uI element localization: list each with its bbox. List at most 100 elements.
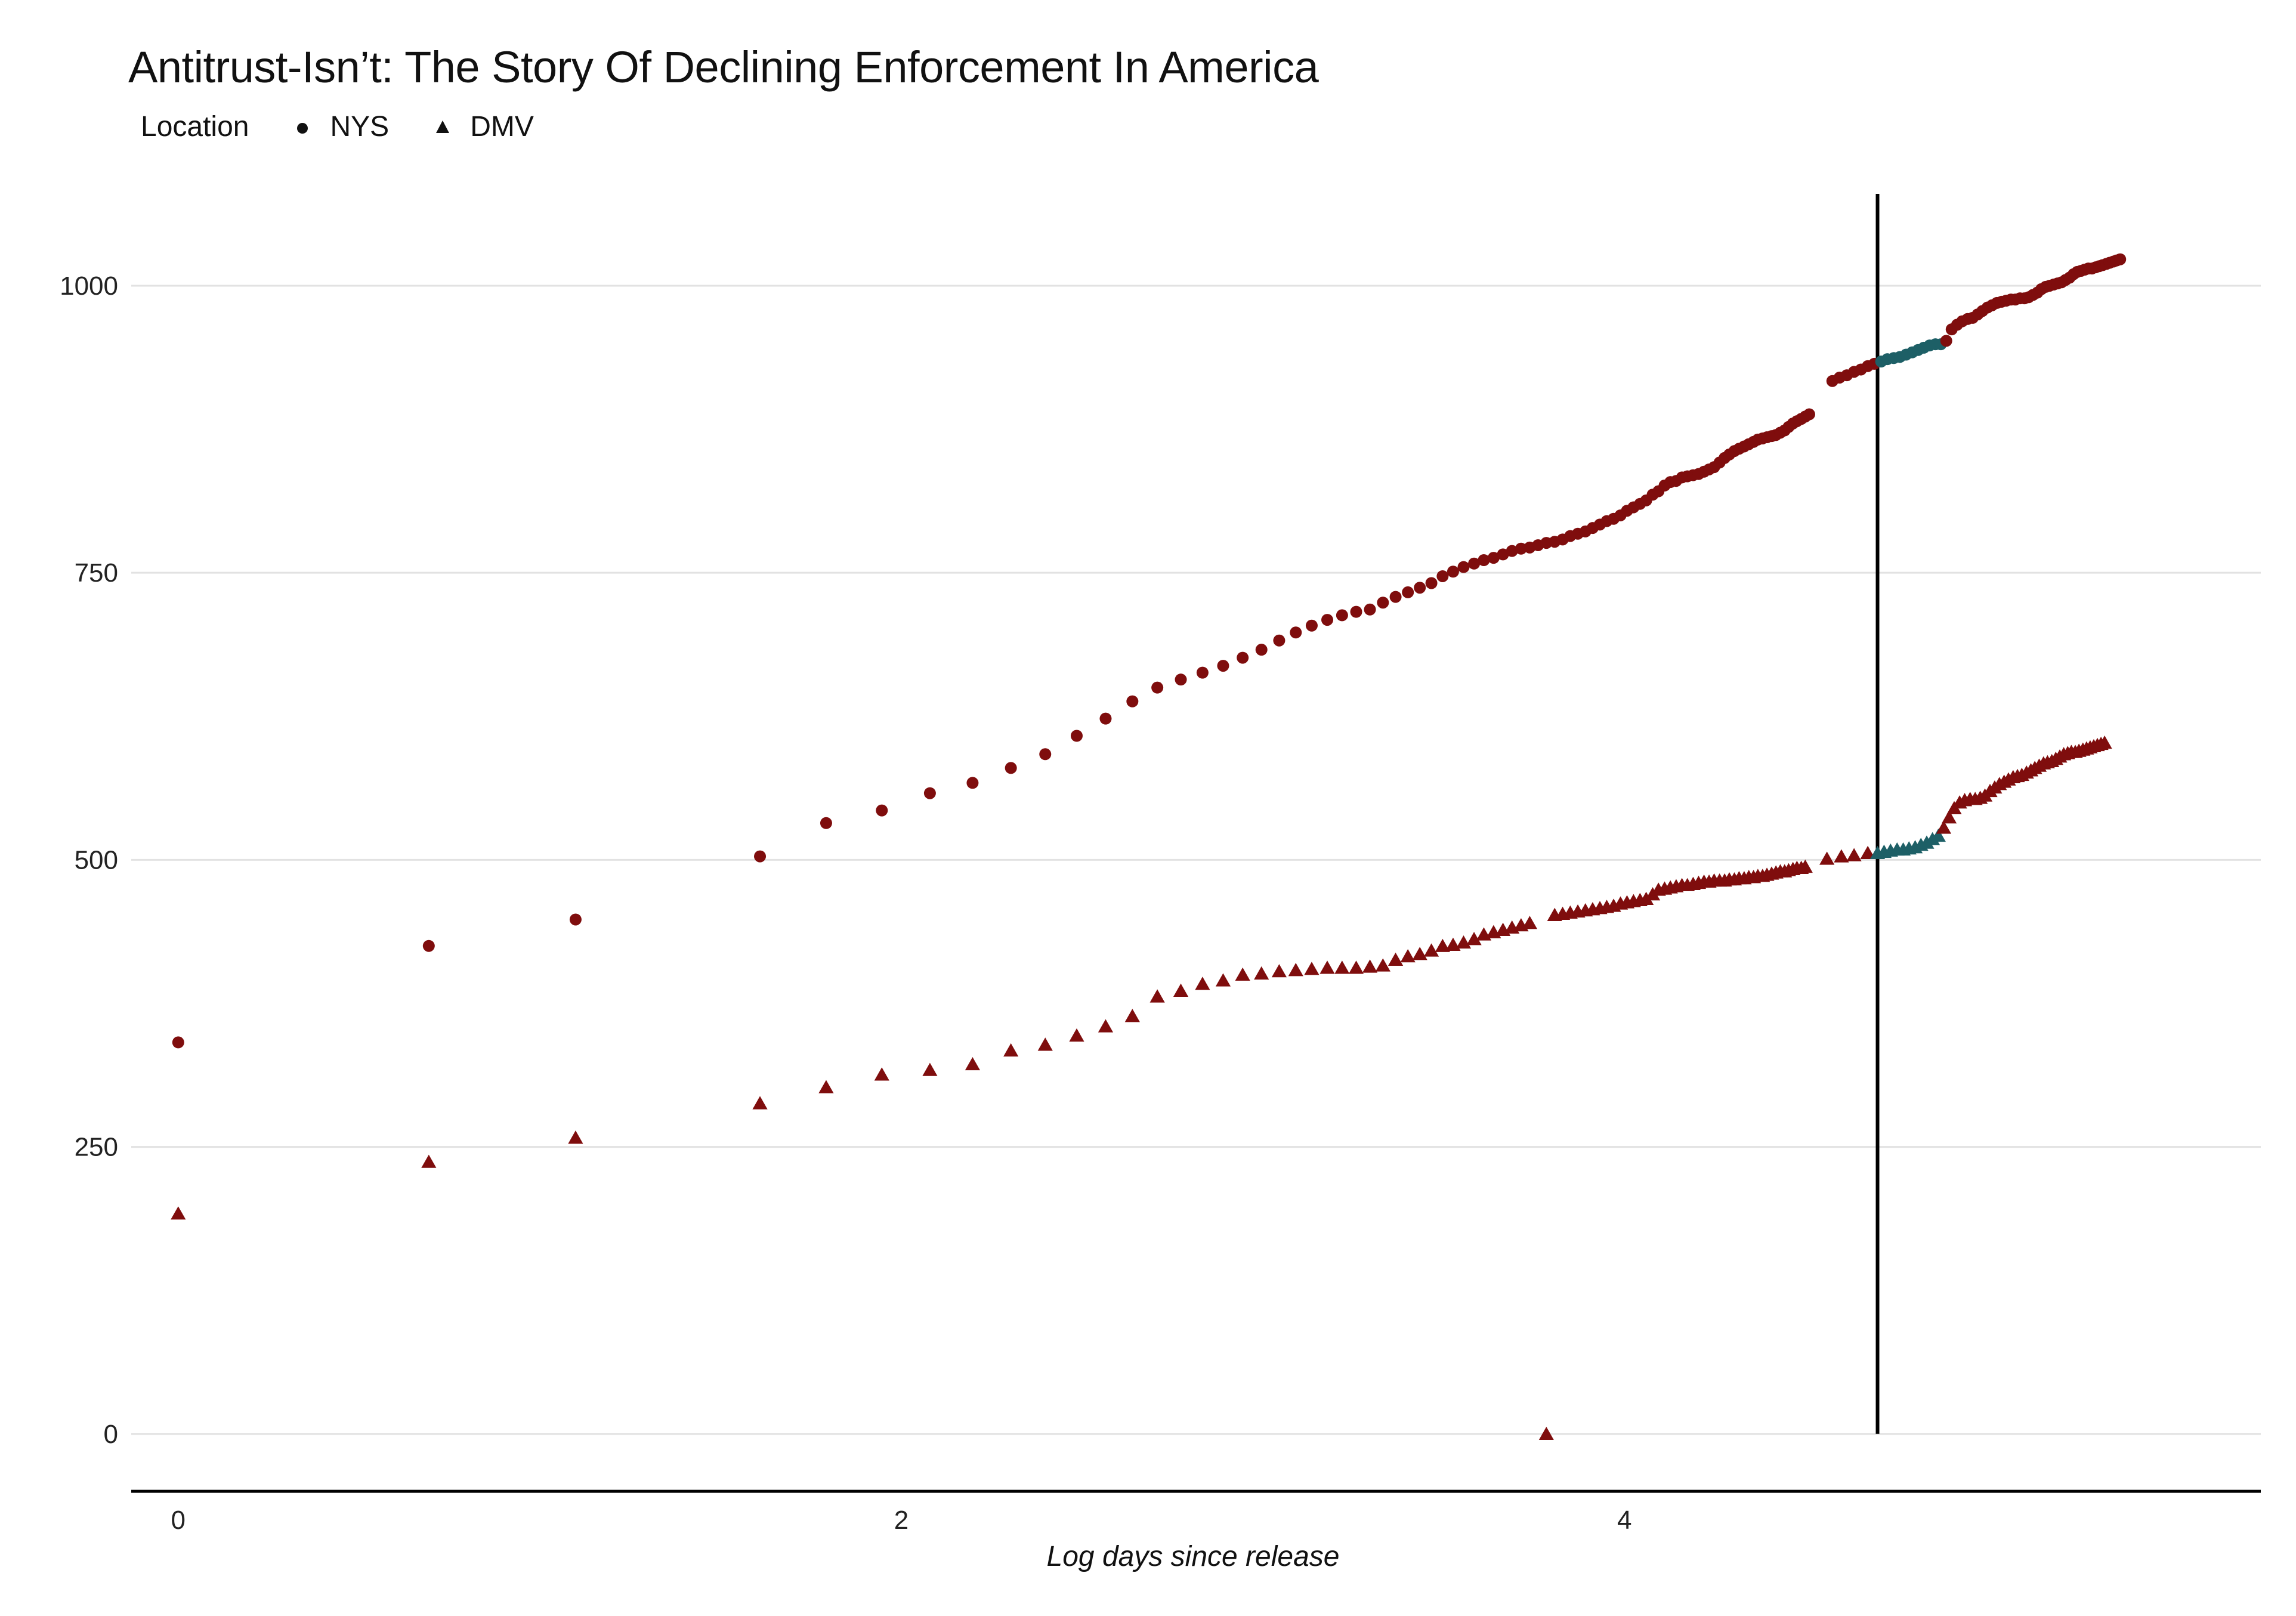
legend: Location NYS DMV — [141, 110, 576, 143]
dmv-point — [1930, 828, 1946, 842]
dmv-point — [1639, 891, 1654, 906]
nys-point — [1389, 591, 1402, 603]
dmv-point — [1037, 1037, 1053, 1051]
dmv-point — [1304, 962, 1319, 975]
dmv-point — [1003, 1043, 1019, 1057]
nys-point — [1457, 561, 1470, 573]
dmv-point — [1846, 848, 1862, 861]
dmv-point — [1334, 960, 1350, 974]
y-tick-labels: 0 250 500 750 1000 — [60, 271, 118, 1449]
y-tick-label: 1000 — [60, 271, 118, 301]
nys-point — [1070, 730, 1083, 742]
nys-point — [966, 777, 979, 789]
y-tick-label: 250 — [75, 1133, 118, 1162]
legend-label-nys: NYS — [330, 111, 390, 143]
dmv-point — [1098, 1019, 1114, 1033]
x-axis-label: Log days since release — [1047, 1541, 1340, 1572]
dmv-point — [1435, 938, 1450, 952]
dmv-point — [1936, 820, 1952, 834]
nys-point — [820, 817, 832, 829]
nys-point — [1321, 614, 1334, 626]
dmv-point — [1348, 960, 1364, 974]
dmv-point — [1819, 851, 1835, 865]
x-tick-label: 4 — [1617, 1506, 1631, 1535]
dmv-point — [1423, 943, 1439, 957]
nys-point — [1447, 566, 1459, 578]
dmv-point — [965, 1056, 981, 1071]
dmv-point — [1466, 932, 1482, 946]
nys-point — [1237, 651, 1249, 664]
nys-point — [1217, 660, 1229, 672]
nys-point — [1377, 597, 1389, 609]
dmv-point — [2097, 736, 2112, 749]
y-tick-label: 500 — [75, 845, 118, 875]
dmv-point — [1195, 977, 1210, 990]
dmv-point — [1456, 935, 1472, 949]
dmv-point — [1388, 952, 1404, 966]
nys-point — [1290, 626, 1302, 639]
dmv-point — [752, 1096, 768, 1110]
nys-point — [1151, 681, 1164, 694]
nys-point — [1099, 712, 1112, 725]
nys-point — [1506, 545, 1518, 557]
nys-point — [1497, 548, 1509, 561]
nys-point — [1468, 557, 1481, 570]
nys-point — [1336, 609, 1348, 622]
x-tick-label: 0 — [171, 1506, 186, 1535]
dmv-point — [922, 1062, 938, 1076]
dmv-point — [1271, 964, 1287, 978]
nys-point — [876, 804, 888, 817]
nys-point — [1196, 666, 1209, 679]
x-tick-label: 2 — [894, 1506, 908, 1535]
gridlines — [131, 285, 2261, 1435]
dmv-point — [1919, 835, 1935, 849]
nys-point — [754, 850, 767, 863]
chart-title: Antitrust-Isn’t: The Story Of Declining … — [128, 42, 1319, 92]
dmv-point — [1124, 1009, 1140, 1022]
legend-title: Location — [141, 111, 249, 143]
dmv-point — [1375, 958, 1390, 972]
dmv-point — [1288, 963, 1303, 977]
legend-triangle-icon — [436, 120, 450, 133]
nys-point — [1039, 748, 1052, 761]
nys-point — [1273, 634, 1285, 647]
dmv-point — [1149, 989, 1165, 1003]
dmv-point — [1319, 960, 1335, 974]
dmv-point — [1860, 845, 1875, 860]
y-tick-label: 0 — [104, 1420, 118, 1449]
nys-point — [1487, 552, 1500, 564]
dmv-point — [1362, 959, 1378, 973]
legend-label-dmv: DMV — [470, 111, 534, 143]
dmv-point — [1925, 832, 1940, 845]
dmv-point — [1400, 949, 1416, 963]
dmv-point — [1069, 1028, 1084, 1042]
dmv-point — [818, 1080, 834, 1093]
nys-point — [1126, 695, 1139, 707]
dmv-point — [1173, 983, 1189, 997]
dmv-point — [421, 1154, 437, 1168]
nys-point — [1255, 644, 1268, 656]
dmv-point — [1254, 966, 1269, 980]
data-points — [171, 253, 2127, 1440]
nys-point — [1940, 335, 1952, 347]
nys-point — [1364, 603, 1376, 616]
nys-point — [1414, 582, 1426, 594]
nys-point — [923, 787, 936, 799]
nys-point — [2114, 253, 2127, 265]
nys-point — [1425, 577, 1438, 589]
x-tick-labels: 0 2 4 — [171, 1506, 1632, 1535]
nys-point — [1005, 762, 1017, 774]
nys-point — [1175, 673, 1187, 686]
dmv-point — [1235, 967, 1250, 981]
dmv-point — [1412, 947, 1427, 960]
dmv-point — [1522, 916, 1538, 929]
dmv-point — [1445, 937, 1461, 951]
nys-point — [172, 1036, 184, 1049]
dmv-point — [171, 1206, 186, 1220]
legend-circle-icon — [297, 122, 308, 134]
nys-point — [1350, 605, 1362, 618]
nys-point — [1478, 554, 1490, 567]
nys-point — [1515, 542, 1527, 555]
nys-point — [1402, 586, 1414, 598]
